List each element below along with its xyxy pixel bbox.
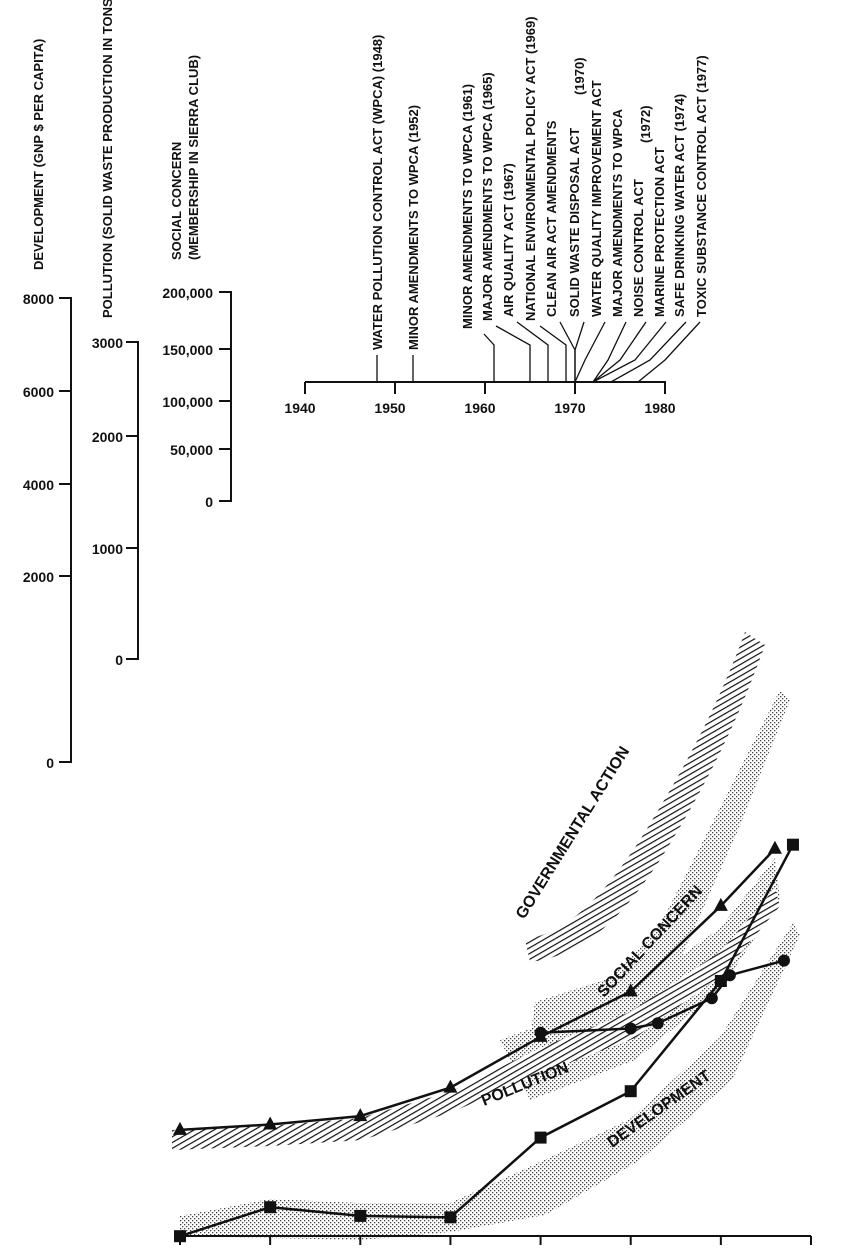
- pollution-marker: [353, 1108, 368, 1122]
- timeline-leader-lines: [376, 321, 701, 383]
- timeline-tick-label: 1940: [284, 400, 315, 416]
- social-tick-label: 50,000: [170, 442, 213, 458]
- timeline-event-label: MAJOR AMENDMENTS TO WPCA (1965): [480, 72, 495, 321]
- pollution-marker: [443, 1079, 458, 1093]
- dev-tick-label: 0: [46, 755, 54, 771]
- development-marker: [354, 1209, 367, 1222]
- development-marker: [624, 1085, 637, 1098]
- timeline-group-year-label: (1970): [572, 57, 587, 95]
- dev-tick-label: 2000: [23, 569, 54, 585]
- timeline-event-label: WATER QUALITY IMPROVEMENT ACT: [589, 80, 604, 317]
- social-concern-marker: [624, 1022, 637, 1035]
- social-tick-label: 150,000: [162, 342, 213, 358]
- social-concern-marker: [777, 954, 790, 967]
- social-tick-label: 100,000: [162, 394, 213, 410]
- timeline-tick-label: 1970: [554, 400, 585, 416]
- timeline-tick-label: 1950: [374, 400, 405, 416]
- timeline-event-label: NOISE CONTROL ACT: [631, 179, 646, 317]
- timeline-group-year-label: (1972): [638, 105, 653, 143]
- social-tick-label: 200,000: [162, 285, 213, 301]
- development-band: [180, 923, 800, 1240]
- pollution-tick-label: 3000: [92, 335, 123, 351]
- dev-tick-label: 6000: [23, 384, 54, 400]
- pollution-line: [179, 847, 776, 1132]
- social-tick-label: 0: [205, 494, 213, 510]
- development-marker: [264, 1201, 277, 1214]
- timeline-event-label: MINOR AMENDMENTS TO WPCA (1952): [406, 105, 421, 350]
- pollution-tick-label: 1000: [92, 541, 123, 557]
- development-marker: [444, 1211, 457, 1224]
- social-concern-band: [530, 690, 790, 1040]
- pollution-axis-label: POLLUTION (SOLID WASTE PRODUCTION IN TON…: [100, 0, 115, 318]
- pollution-tick-label: 0: [115, 652, 123, 668]
- development-line: [179, 844, 795, 1238]
- pollution-marker: [623, 983, 638, 997]
- pollution-marker: [173, 1121, 187, 1135]
- pollution-marker: [713, 897, 728, 911]
- timeline-event-label: SOLID WASTE DISPOSAL ACT: [567, 128, 582, 317]
- timeline-event-label: MAJOR AMENDMENTS TO WPCA: [610, 108, 625, 317]
- timeline-tick-label: 1980: [644, 400, 675, 416]
- trend-bands: [172, 632, 800, 1240]
- timeline-event-label: MARINE PROTECTION ACT: [652, 147, 667, 317]
- development-marker: [534, 1131, 547, 1144]
- governmental-action-band: [525, 632, 765, 962]
- development-axis-label: DEVELOPMENT (GNP $ PER CAPITA): [31, 39, 46, 270]
- social-concern-axis-label-line2: (MEMBERSHIP IN SIERRA CLUB): [186, 55, 201, 260]
- timeline-tick-label: 1960: [464, 400, 495, 416]
- timeline-event-label: AIR QUALITY ACT (1967): [501, 163, 516, 317]
- development-marker: [786, 838, 799, 851]
- development-axis: 8000 6000 4000 2000 0: [23, 291, 72, 771]
- pollution-tick-label: 2000: [92, 429, 123, 445]
- timeline-event-label: NATIONAL ENVIRONMENTAL POLICY ACT (1969): [523, 16, 538, 321]
- pollution-marker: [767, 840, 782, 854]
- social-concern-marker: [651, 1017, 664, 1030]
- social-concern-axis-label-line1: SOCIAL CONCERN: [169, 142, 184, 260]
- social-concern-line: [540, 959, 785, 1034]
- social-concern-marker: [534, 1026, 547, 1039]
- dev-tick-label: 8000: [23, 291, 54, 307]
- social-concern-axis: 200,000 150,000 100,000 50,000 0: [162, 285, 232, 510]
- pollution-axis: 3000 2000 1000 0: [92, 335, 139, 668]
- pollution-marker: [263, 1116, 278, 1130]
- legislation-timeline: 1940 1950 1960 1970 1980 WATER POLLUTION…: [284, 16, 709, 416]
- timeline-event-label: MINOR AMENDMENTS TO WPCA (1961): [460, 84, 475, 329]
- timeline-event-label: WATER POLLUTION CONTROL ACT (WPCA) (1948…: [370, 35, 385, 350]
- dev-tick-label: 4000: [23, 477, 54, 493]
- timeline-event-label: TOXIC SUBSTANCE CONTROL ACT (1977): [694, 55, 709, 317]
- x-axis: 19101920193019401950196019701980: [179, 1235, 812, 1245]
- timeline-event-label: CLEAN AIR ACT AMENDMENTS: [544, 120, 559, 317]
- timeline-event-label: SAFE DRINKING WATER ACT (1974): [672, 94, 687, 317]
- social-concern-marker: [705, 992, 718, 1005]
- social-concern-marker: [723, 969, 736, 982]
- series-layer: [173, 838, 799, 1243]
